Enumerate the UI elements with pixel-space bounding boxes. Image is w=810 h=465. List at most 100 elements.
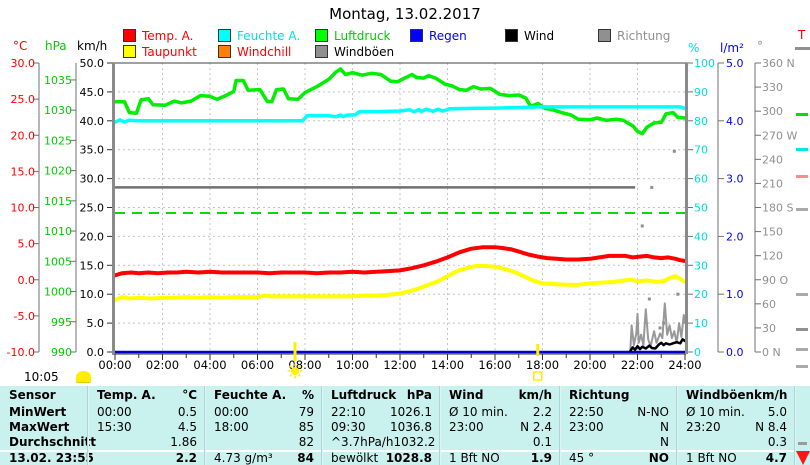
legend-swatch-icon — [505, 29, 518, 42]
axis-tick-label-rain: 3.0 — [726, 173, 744, 186]
table-row: 1.86 — [88, 435, 205, 450]
legend-swatch-icon — [410, 29, 423, 42]
axis-tick-label-hpa: 1015 — [44, 195, 72, 208]
axis-tick-label-kmh: 15.0 — [80, 259, 105, 272]
cell-time: Ø 10 min. — [449, 405, 508, 419]
table-row: 23:00 N — [560, 420, 677, 435]
table-row: 09:30 1036.8 — [322, 420, 440, 435]
axis-tick-label-deg: 0 N — [762, 346, 781, 359]
legend-label: Windchill — [237, 44, 292, 59]
axis-tick-label-deg: 180 S — [762, 202, 793, 215]
axis-tick-label-temp: -10.0 — [7, 346, 35, 359]
table-row-label: Durchschnitt — [0, 435, 96, 450]
cell-time — [88, 435, 97, 450]
current-value-marker — [796, 175, 808, 178]
table-row: bewölkt 1028.8 — [322, 450, 440, 465]
x-axis-label: 14:00 — [431, 358, 464, 372]
current-value-marker — [796, 365, 808, 368]
scroll-arrow-icon — [796, 451, 810, 465]
current-value-marker — [796, 348, 808, 351]
cell-value: N 8.4 — [755, 420, 787, 434]
cell-time — [205, 435, 214, 450]
richtung-dot — [650, 185, 654, 189]
cell-value: 0.5 — [177, 405, 197, 419]
legend-label: Temp. A. — [142, 28, 194, 43]
table-separator — [559, 386, 561, 465]
current-value-marker — [796, 328, 808, 331]
table-row: 22:50 N-NO — [560, 405, 677, 420]
table-separator — [321, 386, 323, 465]
table-row: 15:30 4.5 — [88, 420, 205, 435]
series-feuchte — [113, 105, 687, 124]
group-name: Richtung — [569, 388, 630, 402]
table-row: Ø 10 min. 2.2 — [440, 405, 560, 420]
axis-tick-label-hpa: 995 — [51, 316, 72, 329]
cell-value: N — [660, 435, 669, 449]
legend-swatch-icon — [218, 29, 231, 42]
axis-tick-label-pct: 90 — [694, 86, 708, 99]
cell-time: 09:30 — [331, 420, 366, 434]
axis-tick-label-temp: 25.0 — [11, 93, 36, 106]
axis-tick-label-deg: 210 — [762, 177, 783, 190]
cell-time: bewölkt — [331, 451, 379, 465]
table-row-label: Sensor — [0, 386, 88, 405]
table-group-header: Richtung — [560, 386, 677, 405]
legend-item-wind: Wind — [505, 28, 555, 43]
cell-value: 1026.1 — [390, 405, 432, 419]
axis-tick-label-deg: 150 — [762, 226, 783, 239]
group-unit: km/h — [754, 388, 788, 402]
cell-value: 2.2 — [532, 405, 552, 419]
row-label: 13.02. 23:55 — [9, 451, 94, 465]
legend-label: Wind — [524, 28, 555, 43]
x-axis-label: 20:00 — [573, 358, 606, 372]
axis-tick-label-kmh: 35.0 — [80, 144, 105, 157]
cell-value: 1036.8 — [390, 420, 432, 434]
unit-label-celsius: °C — [13, 39, 28, 53]
row-label: Durchschnitt — [9, 435, 97, 449]
legend-item-richtung: Richtung — [598, 29, 670, 43]
cell-value: N 2.4 — [520, 420, 552, 434]
table-row: 0.3 — [677, 435, 795, 450]
cell-time: 15:30 — [97, 420, 132, 434]
axis-tick-label-deg: 30 — [762, 322, 776, 335]
axis-tick-label-pct: 30 — [694, 259, 708, 272]
cell-time — [440, 435, 449, 450]
plot-right-border — [685, 63, 688, 354]
table-row: Ø 10 min. 5.0 — [677, 405, 795, 420]
cell-value: 1032.2 — [393, 435, 436, 449]
cell-time: 1 Bft NO — [686, 451, 737, 465]
axis-tick-label-rain: 2.0 — [726, 230, 744, 243]
series-taupunkt — [113, 264, 687, 302]
current-value-marker — [796, 113, 808, 116]
series-wind — [629, 338, 687, 353]
table-row: 1 Bft NO 1.9 — [440, 450, 560, 465]
legend-swatch-icon — [123, 29, 136, 42]
table-group-header: Windböen km/h — [677, 386, 795, 405]
cell-value: 84 — [297, 451, 314, 465]
cell-time — [88, 452, 97, 465]
table-column-luftdruck: Luftdruck hPa 22:10 1026.1 09:30 1036.8 ^3.7hP… — [322, 386, 440, 465]
x-axis-label: 00:00 — [98, 358, 131, 372]
richtung-dot — [672, 149, 676, 153]
legend-swatch-icon — [315, 45, 328, 58]
table-column-sensor: Sensor MinWert MaxWert Durchschnitt 13.02. 2… — [0, 386, 96, 465]
axis-tick-label-deg: 90 O — [762, 274, 788, 287]
x-axis-label: 10:00 — [336, 358, 369, 372]
table-column-wind: Wind km/h Ø 10 min. 2.2 23:00 N 2.4 0.1 1 Bft N… — [440, 386, 560, 465]
sunrise-ray — [289, 374, 293, 377]
axis-tick-label-pct: 10 — [694, 317, 708, 330]
axis-tick-label-hpa: 1005 — [44, 255, 72, 268]
legend-label: Feuchte A. — [237, 28, 301, 43]
legend-swatch-icon — [123, 45, 136, 58]
legend-label: Luftdruck — [334, 28, 391, 43]
axis-tick-label-deg: 240 — [762, 153, 783, 166]
axis-tick-label-rain: 1.0 — [726, 288, 744, 301]
axis-tick-label-temp: 30.0 — [11, 57, 36, 70]
group-name: Temp. A. — [97, 388, 156, 402]
table-row: 00:00 0.5 — [88, 405, 205, 420]
axis-tick-label-hpa: 1025 — [44, 134, 72, 147]
sunset-icon — [533, 371, 543, 381]
axis-tick-label-kmh: 5.0 — [87, 317, 105, 330]
statistics-table: Sensor MinWert MaxWert Durchschnitt 13.02. 2… — [0, 386, 810, 465]
legend-swatch-icon — [315, 29, 328, 42]
